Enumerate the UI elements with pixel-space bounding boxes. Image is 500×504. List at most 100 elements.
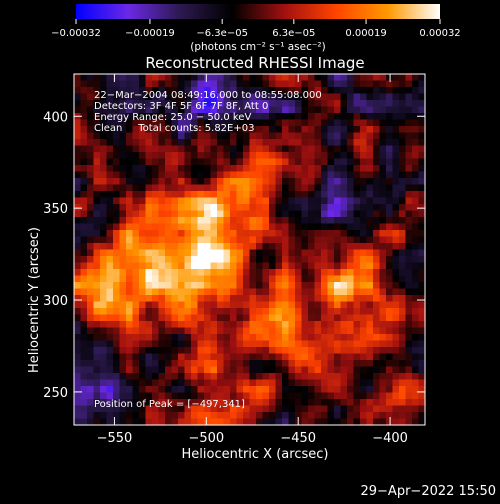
heatmap-cell — [334, 373, 342, 381]
heatmap-cell — [210, 87, 218, 95]
heatmap-cell — [210, 217, 218, 225]
heatmap-cell — [126, 93, 134, 101]
heatmap-cell — [295, 347, 303, 355]
heatmap-cell — [308, 106, 316, 114]
heatmap-cell — [210, 327, 218, 335]
heatmap-cell — [321, 269, 329, 277]
heatmap-cell — [178, 106, 186, 114]
heatmap-cell — [119, 327, 127, 335]
heatmap-cell — [87, 87, 95, 95]
heatmap-cell — [158, 184, 166, 192]
heatmap-cell — [119, 347, 127, 355]
heatmap-cell — [119, 119, 127, 127]
x-tick-label: −400 — [372, 431, 408, 446]
heatmap-cell — [204, 379, 212, 387]
heatmap-cell — [74, 295, 82, 303]
heatmap-cell — [373, 386, 381, 394]
heatmap-cell — [197, 256, 205, 264]
heatmap-cell — [373, 243, 381, 251]
heatmap-cell — [139, 87, 147, 95]
heatmap-cell — [275, 178, 283, 186]
heatmap-cell — [360, 74, 368, 82]
heatmap-cell — [399, 353, 407, 361]
heatmap-cell — [243, 282, 251, 290]
heatmap-cell — [262, 145, 270, 153]
heatmap-cell — [184, 249, 192, 257]
heatmap-cell — [308, 386, 316, 394]
heatmap-cell — [236, 106, 244, 114]
heatmap-cell — [126, 373, 134, 381]
heatmap-cell — [386, 340, 394, 348]
heatmap-cell — [204, 295, 212, 303]
heatmap-cell — [418, 87, 426, 95]
heatmap-cell — [327, 87, 335, 95]
heatmap-cell — [171, 282, 179, 290]
heatmap-cell — [184, 165, 192, 173]
heatmap-cell — [412, 295, 420, 303]
heatmap-cell — [145, 210, 153, 218]
heatmap-cell — [418, 269, 426, 277]
heatmap-cell — [158, 74, 166, 82]
heatmap-cell — [399, 334, 407, 342]
heatmap-cell — [412, 405, 420, 413]
heatmap-cell — [340, 165, 348, 173]
heatmap-cell — [295, 288, 303, 296]
heatmap-cell — [340, 282, 348, 290]
heatmap-cell — [399, 418, 407, 426]
heatmap-cell — [152, 230, 160, 238]
heatmap-cell — [301, 379, 309, 387]
heatmap-cell — [80, 158, 88, 166]
heatmap-cell — [243, 327, 251, 335]
heatmap-cell — [405, 399, 413, 407]
heatmap-cell — [93, 347, 101, 355]
heatmap-cell — [119, 418, 127, 426]
heatmap-cell — [87, 347, 95, 355]
heatmap-cell — [314, 191, 322, 199]
heatmap-cell — [184, 152, 192, 160]
heatmap-cell — [275, 80, 283, 88]
heatmap-cell — [327, 132, 335, 140]
heatmap-cell — [113, 249, 121, 257]
y-tick-label: 300 — [43, 294, 68, 309]
heatmap-cell — [288, 249, 296, 257]
heatmap-cell — [373, 269, 381, 277]
heatmap-cell — [165, 295, 173, 303]
heatmap-cell — [405, 132, 413, 140]
heatmap-cell — [230, 249, 238, 257]
heatmap-cell — [243, 184, 251, 192]
heatmap-cell — [191, 197, 199, 205]
heatmap-cell — [269, 191, 277, 199]
heatmap-cell — [139, 210, 147, 218]
heatmap-cell — [119, 269, 127, 277]
heatmap-cell — [243, 139, 251, 147]
heatmap-cell — [87, 145, 95, 153]
heatmap-cell — [80, 74, 88, 82]
heatmap-cell — [334, 321, 342, 329]
heatmap-cell — [165, 80, 173, 88]
heatmap-cell — [412, 113, 420, 121]
heatmap-cell — [217, 340, 225, 348]
heatmap-cell — [100, 217, 108, 225]
colorbar-tick-label: 6.3e−05 — [272, 28, 315, 39]
heatmap-cell — [353, 314, 361, 322]
heatmap-cell — [119, 275, 127, 283]
heatmap-cell — [204, 230, 212, 238]
heatmap-cell — [100, 80, 108, 88]
heatmap-cell — [243, 256, 251, 264]
heatmap-cell — [236, 392, 244, 400]
heatmap-cell — [171, 223, 179, 231]
heatmap-cell — [295, 126, 303, 134]
heatmap-cell — [87, 360, 95, 368]
heatmap-cell — [249, 386, 257, 394]
heatmap-cell — [321, 230, 329, 238]
heatmap-cell — [236, 386, 244, 394]
heatmap-cell — [139, 217, 147, 225]
heatmap-cell — [152, 171, 160, 179]
heatmap-cell — [399, 217, 407, 225]
heatmap-cell — [392, 93, 400, 101]
heatmap-cell — [204, 327, 212, 335]
heatmap-cell — [373, 113, 381, 121]
heatmap-cell — [178, 249, 186, 257]
heatmap-cell — [230, 204, 238, 212]
heatmap-cell — [243, 386, 251, 394]
